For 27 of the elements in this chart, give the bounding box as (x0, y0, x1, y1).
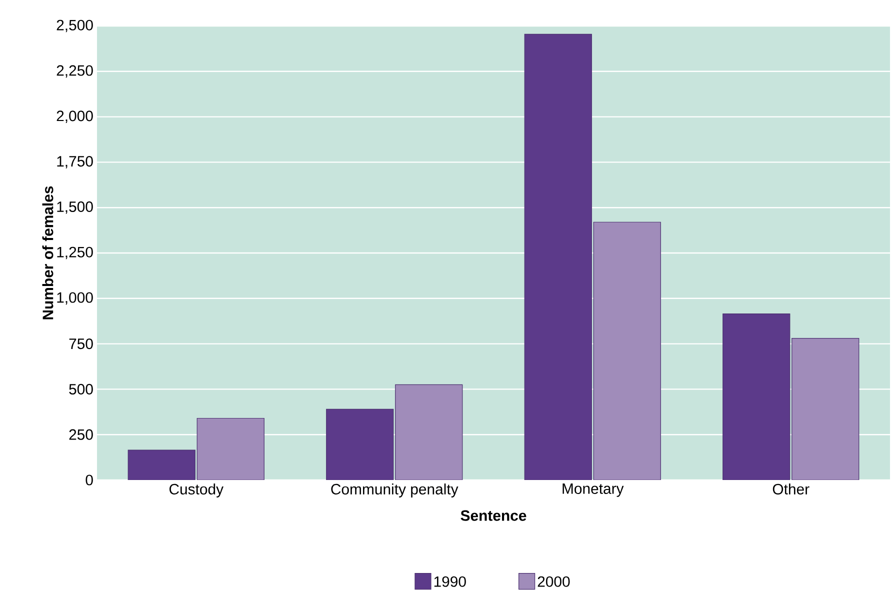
bar (395, 384, 463, 480)
bar (197, 418, 264, 480)
y-tick-label: 1,750 (57, 156, 93, 168)
bar (722, 314, 790, 480)
x-tick-label: Community penalty (331, 484, 458, 498)
legend-label: 1990 (434, 576, 466, 587)
y-tick-label: 2,250 (56, 65, 93, 78)
bar (792, 338, 860, 480)
y-tick-label: 250 (69, 429, 93, 440)
legend-label: 2000 (538, 576, 570, 587)
y-tick-label: 2,000 (56, 110, 93, 123)
x-tick-label: Monetary (562, 484, 624, 497)
y-tick-label: 1,250 (57, 246, 93, 260)
y-tick-label: 0 (86, 474, 93, 486)
bar (128, 450, 196, 480)
y-tick-label: 750 (69, 338, 93, 350)
y-axis-title: Number of females (42, 186, 54, 320)
x-axis-title: Sentence (460, 510, 526, 521)
y-tick-label: 2,500 (56, 20, 93, 32)
x-tick-label: Other (772, 484, 810, 494)
bar (524, 34, 592, 480)
y-tick-label: 500 (69, 384, 93, 394)
y-tick-label: 1,000 (57, 292, 93, 305)
bar (326, 408, 394, 480)
y-tick-label: 1,500 (57, 201, 93, 214)
bar (593, 222, 661, 480)
x-tick-label: Custody (169, 484, 224, 498)
